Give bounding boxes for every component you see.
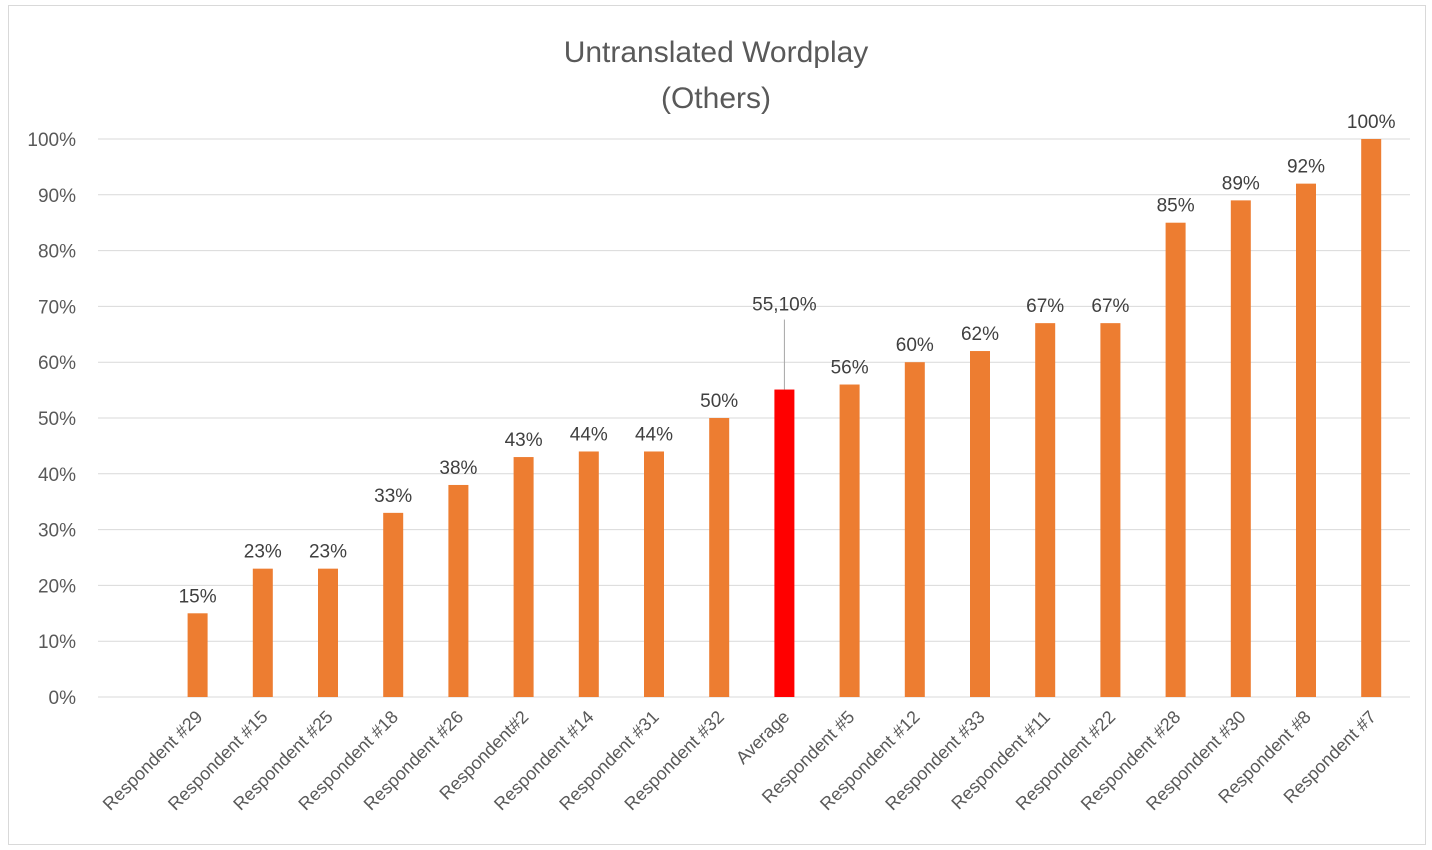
data-labels: 15% 23% 23% 33% 38% 43% 44% 44% 50% 55,10% 56% 60% 6… — [179, 112, 1396, 607]
bar — [187, 613, 208, 697]
data-label: 44% — [635, 424, 673, 445]
bar — [904, 362, 925, 697]
y-tick-label: 50% — [38, 409, 76, 430]
data-label: 62% — [961, 324, 999, 345]
y-tick-label: 10% — [38, 632, 76, 653]
data-label: 23% — [309, 542, 347, 563]
bar — [1296, 183, 1316, 697]
bar — [644, 451, 664, 697]
chart-title: Untranslated Wordplay (Others) — [564, 36, 869, 115]
y-tick-label: 80% — [38, 242, 76, 263]
data-label: 60% — [896, 335, 934, 356]
bar — [1035, 323, 1056, 697]
bar — [970, 351, 990, 697]
bar — [1230, 200, 1251, 697]
data-label: 33% — [374, 486, 412, 507]
bar — [1165, 222, 1186, 697]
data-label: 15% — [179, 586, 217, 607]
chart-title-line-2: (Others) — [661, 82, 771, 115]
data-label: 23% — [244, 542, 282, 563]
data-label: 38% — [439, 458, 477, 479]
data-label: 67% — [1091, 296, 1129, 317]
bar — [252, 568, 273, 697]
y-tick-label: 100% — [27, 130, 76, 151]
bar — [448, 484, 469, 697]
y-tick-label: 20% — [38, 576, 76, 597]
bar — [383, 512, 404, 697]
y-axis-ticks: 0% 10% 20% 30% 40% 50% 60% 70% 80% 90% 100% — [27, 130, 76, 709]
bar — [839, 384, 860, 697]
data-label: 50% — [700, 391, 738, 412]
y-tick-label: 60% — [38, 353, 76, 374]
bar-average — [774, 389, 795, 697]
bar — [318, 568, 338, 697]
data-label: 55,10% — [752, 295, 817, 316]
y-tick-label: 30% — [38, 521, 76, 542]
bar — [1100, 323, 1121, 697]
y-tick-label: 0% — [49, 688, 77, 709]
x-category-label: Average — [732, 707, 793, 768]
bar — [709, 418, 730, 697]
bar — [1361, 139, 1382, 697]
data-label: 100% — [1347, 112, 1396, 133]
bar — [513, 457, 534, 697]
bars — [187, 139, 1382, 697]
y-tick-label: 90% — [38, 186, 76, 207]
data-label: 85% — [1157, 196, 1195, 217]
y-tick-label: 70% — [38, 297, 76, 318]
gridlines — [98, 138, 1410, 698]
data-label: 56% — [831, 358, 869, 379]
data-label: 67% — [1026, 296, 1064, 317]
data-label: 44% — [570, 424, 608, 445]
bar — [578, 451, 599, 697]
y-tick-label: 40% — [38, 465, 76, 486]
data-label: 43% — [505, 430, 543, 451]
chart-title-line-1: Untranslated Wordplay — [564, 36, 869, 69]
data-label: 92% — [1287, 157, 1325, 178]
data-label: 89% — [1222, 173, 1260, 194]
